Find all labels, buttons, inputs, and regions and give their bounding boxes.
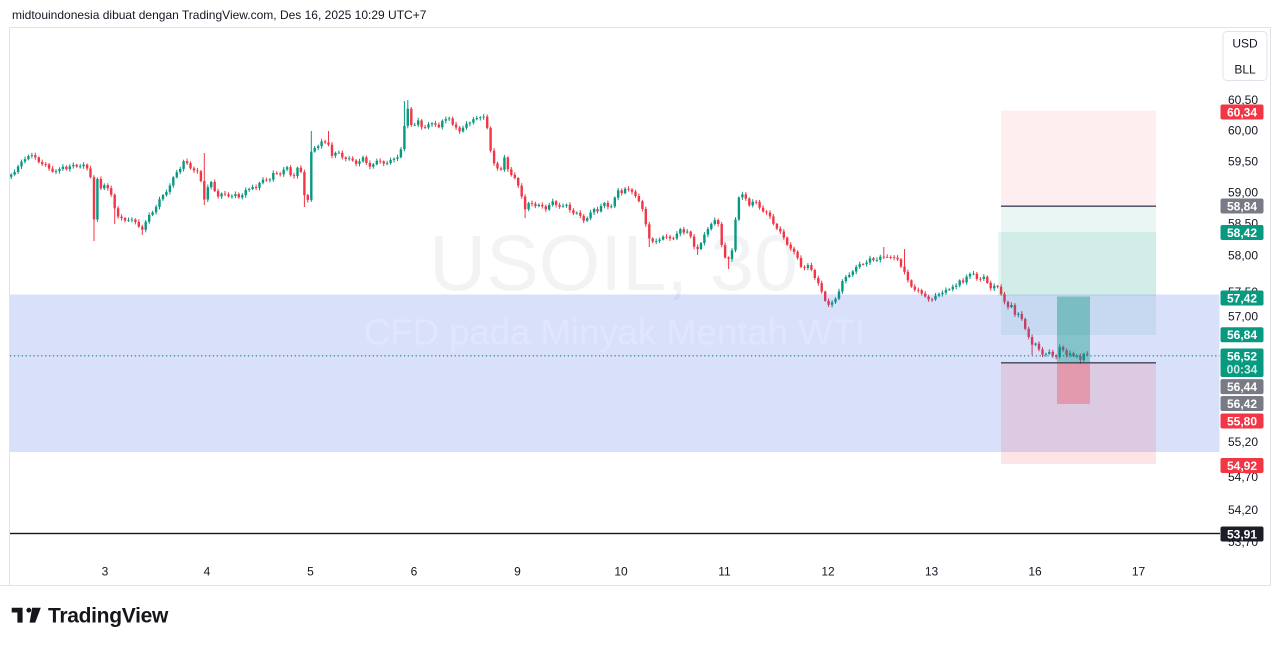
svg-text:USOIL, 30: USOIL, 30 bbox=[429, 218, 798, 307]
svg-text:12: 12 bbox=[821, 565, 835, 579]
svg-text:16: 16 bbox=[1028, 565, 1042, 579]
svg-text:midtouindonesia dibuat dengan: midtouindonesia dibuat dengan TradingVie… bbox=[12, 8, 427, 22]
svg-text:60,34: 60,34 bbox=[1227, 105, 1257, 119]
svg-text:CFD pada Minyak Mentah WTI: CFD pada Minyak Mentah WTI bbox=[364, 312, 865, 353]
svg-text:58,84: 58,84 bbox=[1227, 199, 1257, 213]
svg-text:58,42: 58,42 bbox=[1227, 226, 1257, 240]
svg-text:60,50: 60,50 bbox=[1228, 93, 1258, 107]
svg-text:59,00: 59,00 bbox=[1228, 186, 1258, 200]
svg-text:USD: USD bbox=[1232, 36, 1258, 50]
svg-text:9: 9 bbox=[514, 565, 521, 579]
svg-text:00:34: 00:34 bbox=[1227, 363, 1258, 377]
svg-text:59,50: 59,50 bbox=[1228, 155, 1258, 169]
svg-text:60,00: 60,00 bbox=[1228, 124, 1258, 138]
svg-text:6: 6 bbox=[411, 565, 418, 579]
svg-text:13: 13 bbox=[925, 565, 939, 579]
svg-text:54,92: 54,92 bbox=[1227, 459, 1257, 473]
svg-text:10: 10 bbox=[614, 565, 628, 579]
svg-text:57,00: 57,00 bbox=[1228, 310, 1258, 324]
svg-text:56,44: 56,44 bbox=[1227, 380, 1257, 394]
svg-text:54,70: 54,70 bbox=[1228, 470, 1258, 484]
svg-text:54,20: 54,20 bbox=[1228, 503, 1258, 517]
svg-text:17: 17 bbox=[1132, 565, 1146, 579]
svg-text:3: 3 bbox=[102, 565, 109, 579]
svg-text:56,52: 56,52 bbox=[1227, 350, 1257, 364]
svg-text:TradingView: TradingView bbox=[48, 605, 169, 628]
svg-text:4: 4 bbox=[204, 565, 211, 579]
svg-text:58,00: 58,00 bbox=[1228, 249, 1258, 263]
svg-text:53,91: 53,91 bbox=[1227, 527, 1257, 541]
svg-text:55,80: 55,80 bbox=[1227, 414, 1257, 428]
svg-text:56,84: 56,84 bbox=[1227, 328, 1257, 342]
svg-text:11: 11 bbox=[718, 565, 731, 579]
svg-text:5: 5 bbox=[307, 565, 314, 579]
svg-text:55,20: 55,20 bbox=[1228, 435, 1258, 449]
svg-text:BLL: BLL bbox=[1234, 62, 1256, 76]
svg-text:57,42: 57,42 bbox=[1227, 291, 1257, 305]
svg-text:56,42: 56,42 bbox=[1227, 397, 1257, 411]
